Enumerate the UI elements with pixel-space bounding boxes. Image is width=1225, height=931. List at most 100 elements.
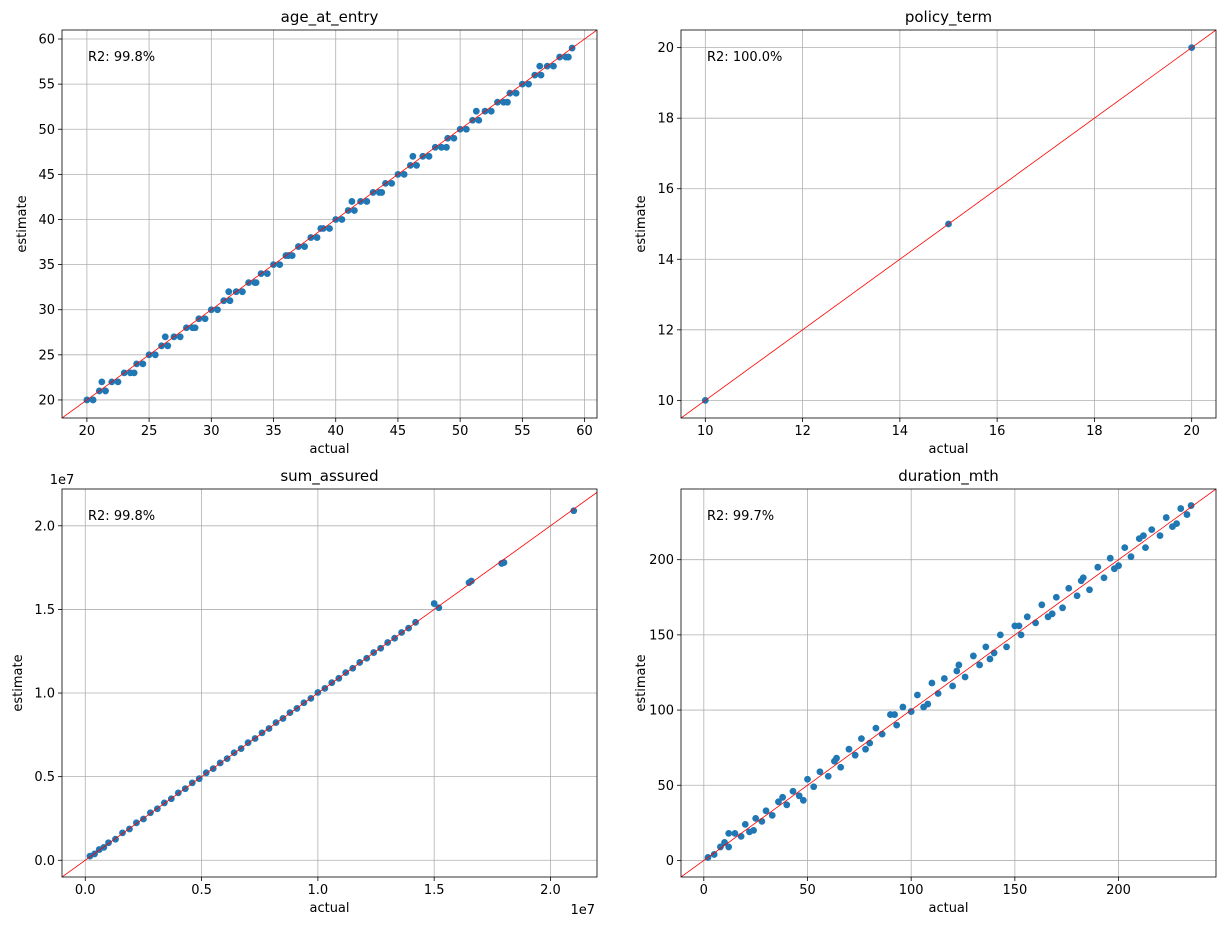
data-point (1073, 592, 1081, 600)
subplot-age_at_entry: 20 25 30 35 40 45 50 55 60 20 25 30 35 40 45 50 55 60 age_… (15, 8, 598, 457)
data-point (226, 297, 234, 305)
data-point (114, 378, 122, 386)
data-point (438, 143, 445, 151)
y-tick-label: 150 (649, 628, 674, 643)
data-point (866, 739, 874, 747)
x-tick-label: 200 (1106, 883, 1131, 898)
data-point (348, 198, 356, 205)
data-point (413, 161, 420, 169)
chart-title: policy_term (905, 8, 992, 27)
y-tick-label: 16 (657, 182, 674, 197)
data-point (487, 107, 495, 115)
data-point (1100, 574, 1108, 582)
data-point (1052, 593, 1060, 601)
data-point (525, 80, 532, 88)
data-point (467, 577, 475, 585)
data-point (986, 655, 994, 663)
y-tick-label: 12 (657, 323, 674, 338)
data-point (752, 814, 760, 822)
data-point (990, 649, 998, 657)
y-tick-label: 0.0 (34, 854, 55, 869)
data-point (837, 763, 845, 771)
data-point (934, 690, 942, 697)
y-tick-label: 2.0 (34, 519, 55, 534)
data-point (550, 62, 557, 70)
data-point (1156, 532, 1164, 540)
r2-annotation: R2: 99.8% (88, 509, 155, 524)
axes-frame (61, 29, 598, 419)
data-point (1140, 532, 1147, 540)
data-point (750, 826, 757, 834)
y-axis-label: estimate (11, 654, 26, 711)
subplot-sum_assured: 0.0 0.5 1.0 1.5 2.0 0.0 0.5 1.0 1.5 2.0 sum_assure… (11, 467, 598, 918)
x-tick-label: 45 (390, 424, 407, 439)
data-point (409, 152, 417, 160)
x-tick-label: 35 (265, 424, 282, 439)
data-point (536, 62, 544, 70)
data-point (130, 369, 138, 377)
data-point (301, 243, 309, 250)
data-point (1121, 544, 1129, 552)
x-tick-label: 0 (700, 883, 708, 898)
data-point (845, 745, 853, 753)
y-tick-label: 0.5 (34, 770, 55, 785)
data-point (783, 801, 791, 809)
data-point (139, 360, 147, 368)
y-axis-label: estimate (15, 195, 30, 252)
chart-title: age_at_entry (281, 8, 379, 27)
x-tick-label: 50 (452, 424, 469, 439)
y-tick-label: 25 (38, 348, 55, 363)
data-point (1106, 554, 1114, 562)
data-point (731, 829, 739, 837)
data-point (779, 793, 787, 801)
data-point (98, 378, 106, 386)
y-axis-label: estimate (634, 195, 649, 252)
x-tick-label: 40 (327, 424, 344, 439)
data-point (833, 754, 840, 762)
data-point (891, 711, 898, 718)
x-tick-label: 16 (989, 424, 1006, 439)
data-point (425, 152, 433, 160)
data-point (450, 134, 458, 142)
subplot-duration_mth: 0 50 100 150 200 0 50 100 150 200 duration_mthactu… (634, 467, 1217, 916)
x-tick-label: 25 (141, 424, 158, 439)
data-point (810, 783, 818, 791)
data-point (537, 71, 545, 79)
x-tick-label: 30 (203, 424, 220, 439)
y-tick-label: 1.0 (34, 687, 55, 702)
x-tick-label: 1.0 (308, 883, 329, 898)
data-point (570, 507, 578, 515)
data-point (475, 116, 483, 124)
y-tick-label: 200 (649, 553, 674, 568)
x-tick-label: 20 (79, 424, 96, 439)
data-point (176, 333, 184, 341)
y-axis-label: estimate (634, 654, 649, 711)
data-point (504, 98, 511, 106)
x-tick-label: 10 (697, 424, 714, 439)
data-point (851, 751, 859, 759)
data-point (1086, 586, 1093, 594)
data-point (940, 675, 948, 682)
data-point (276, 261, 284, 269)
data-point (1173, 520, 1181, 527)
data-point (1038, 601, 1046, 609)
y-tick-label: 40 (38, 213, 55, 228)
x-tick-label: 100 (899, 883, 924, 898)
r2-annotation: R2: 100.0% (707, 50, 782, 65)
x-axis-label: actual (309, 901, 349, 916)
data-point (512, 89, 520, 97)
data-point (443, 143, 450, 151)
x-tick-label: 60 (576, 424, 593, 439)
data-point (768, 811, 776, 819)
data-point (737, 832, 745, 840)
data-point (564, 53, 572, 61)
data-point (924, 700, 932, 708)
chart-title: duration_mth (898, 467, 999, 486)
data-point (741, 820, 749, 828)
reference-line (62, 30, 597, 418)
y-tick-label: 20 (657, 41, 674, 56)
reference-line (62, 492, 597, 877)
x-tick-label: 14 (892, 424, 909, 439)
data-point (1148, 526, 1156, 534)
